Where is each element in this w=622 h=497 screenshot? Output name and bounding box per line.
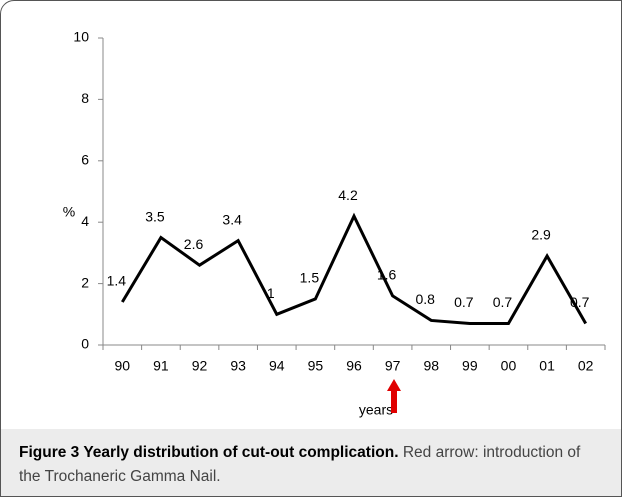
data-label: 0.8: [415, 291, 435, 307]
caption-text: Figure 3 Yearly distribution of cut-out …: [1, 429, 621, 496]
x-tick-label: 99: [462, 358, 478, 374]
x-tick-label: 02: [578, 358, 594, 374]
data-label: 3.4: [222, 211, 242, 227]
caption-body: Red arrow: introduction of the Trochaner…: [19, 444, 581, 485]
data-label: 1: [267, 285, 275, 301]
x-tick-label: 00: [501, 358, 517, 374]
red-arrow: [387, 379, 401, 413]
y-tick-label: 10: [73, 29, 89, 45]
data-label: 0.7: [454, 294, 474, 310]
data-label: 2.6: [184, 236, 204, 252]
y-tick-label: 8: [81, 90, 89, 106]
x-tick-label: 96: [346, 358, 362, 374]
chart: % years 0246810901.4913.5922.6933.494195…: [63, 29, 606, 418]
y-axis-label: %: [63, 204, 75, 220]
x-tick-label: 94: [269, 358, 285, 374]
y-tick-label: 4: [81, 213, 89, 229]
data-label: 1.5: [300, 270, 320, 286]
y-tick-label: 2: [81, 274, 89, 290]
x-tick-label: 97: [385, 358, 401, 374]
caption-title: Figure 3 Yearly distribution of cut-out …: [19, 444, 399, 461]
x-tick-label: 95: [308, 358, 324, 374]
data-label: 4.2: [338, 187, 358, 203]
data-label: 3.5: [145, 208, 165, 224]
data-label: 2.9: [531, 227, 551, 243]
x-tick-label: 98: [423, 358, 439, 374]
x-axis-label: years: [359, 402, 393, 418]
x-tick-label: 92: [192, 358, 208, 374]
x-tick-label: 93: [230, 358, 246, 374]
y-tick-label: 6: [81, 152, 89, 168]
x-tick-label: 01: [539, 358, 555, 374]
data-line: [121, 212, 587, 326]
caption: Figure 3 Yearly distribution of cut-out …: [1, 429, 621, 496]
y-tick-label: 0: [81, 336, 89, 352]
x-tick-label: 91: [153, 358, 169, 374]
data-label: 0.7: [493, 294, 513, 310]
data-label: 1.4: [107, 273, 127, 289]
x-tick-label: 90: [115, 358, 131, 374]
